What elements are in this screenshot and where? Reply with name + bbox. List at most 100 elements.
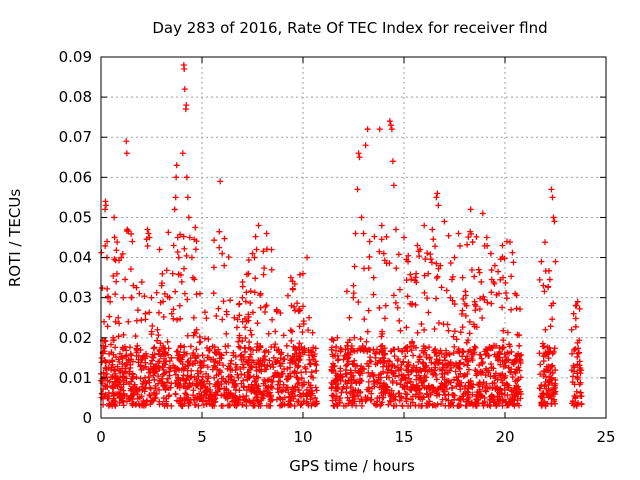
background-data-point: [356, 369, 363, 376]
data-point: [350, 282, 357, 289]
background-data-point: [509, 374, 516, 381]
background-data-point: [466, 330, 473, 337]
background-data-point: [477, 391, 484, 398]
data-point: [156, 246, 163, 253]
background-data-point: [464, 395, 471, 402]
background-data-point: [391, 353, 398, 360]
background-data-point: [399, 348, 406, 355]
background-data-point: [368, 390, 375, 397]
background-data-point: [176, 356, 183, 363]
background-data-point: [105, 402, 112, 409]
background-data-point: [187, 355, 194, 362]
background-data-point: [218, 375, 225, 382]
background-data-point: [402, 344, 409, 351]
background-data-point: [165, 393, 172, 400]
background-data-point: [272, 371, 279, 378]
background-data-point: [143, 353, 150, 360]
background-data-point: [188, 367, 195, 374]
background-data-point: [146, 384, 153, 391]
background-data-point: [543, 385, 550, 392]
background-data-point: [422, 256, 429, 263]
background-data-point: [295, 398, 302, 405]
background-data-point: [432, 402, 439, 409]
background-data-point: [433, 260, 440, 267]
background-data-point: [189, 351, 196, 358]
background-data-point: [210, 290, 217, 297]
background-data-point: [426, 344, 433, 351]
background-data-point: [123, 347, 130, 354]
background-data-point: [251, 389, 258, 396]
background-data-point: [263, 402, 270, 409]
background-data-point: [365, 378, 372, 385]
background-data-point: [296, 323, 303, 330]
background-data-point: [305, 402, 312, 409]
background-data-point: [506, 368, 513, 375]
background-data-point: [210, 362, 217, 369]
background-data-point: [204, 354, 211, 361]
background-data-point: [468, 267, 475, 274]
background-data-point: [137, 363, 144, 370]
background-data-point: [572, 346, 579, 353]
background-data-point: [433, 376, 440, 383]
background-data-point: [126, 344, 133, 351]
y-axis-label: ROTI / TECUs: [6, 189, 24, 287]
background-data-point: [207, 356, 214, 363]
background-data-point: [225, 391, 232, 398]
background-data-point: [468, 230, 475, 237]
background-data-point: [345, 377, 352, 384]
background-data-point: [454, 363, 461, 370]
background-data-point: [167, 384, 174, 391]
background-data-point: [236, 334, 243, 341]
data-point: [334, 334, 341, 341]
background-data-point: [333, 401, 340, 408]
background-data-point: [133, 317, 140, 324]
background-data-point: [248, 384, 255, 391]
background-data-point: [454, 348, 461, 355]
background-data-point: [193, 291, 200, 298]
background-data-point: [476, 379, 483, 386]
background-data-point: [103, 365, 110, 372]
background-data-point: [419, 360, 426, 367]
background-data-point: [500, 344, 507, 351]
background-data-point: [159, 270, 166, 277]
background-data-point: [291, 360, 298, 367]
background-data-point: [343, 371, 350, 378]
background-data-point: [381, 345, 388, 352]
background-data-point: [156, 358, 163, 365]
background-data-point: [147, 385, 154, 392]
background-data-point: [541, 239, 548, 246]
background-data-point: [448, 276, 455, 283]
background-data-point: [463, 402, 470, 409]
background-data-point: [99, 285, 106, 292]
background-data-point: [233, 401, 240, 408]
background-data-point: [221, 393, 228, 400]
data-point: [390, 182, 397, 189]
background-data-point: [436, 391, 443, 398]
background-data-point: [438, 400, 445, 407]
background-data-point: [547, 369, 554, 376]
background-data-point: [472, 303, 479, 310]
data-point: [306, 314, 313, 321]
background-data-point: [163, 267, 170, 274]
background-data-point: [201, 335, 208, 342]
background-data-point: [550, 300, 557, 307]
background-data-point: [193, 376, 200, 383]
x-tick-label: 25: [596, 428, 615, 446]
data-point: [421, 222, 428, 229]
background-data-point: [115, 356, 122, 363]
background-data-point: [433, 274, 440, 281]
background-data-point: [477, 295, 484, 302]
background-data-point: [193, 346, 200, 353]
background-data-point: [497, 256, 504, 263]
background-data-point: [183, 252, 190, 259]
data-point: [433, 194, 440, 201]
background-data-point: [234, 316, 241, 323]
background-data-point: [99, 375, 106, 382]
data-point: [491, 262, 498, 269]
background-data-point: [472, 307, 479, 314]
background-data-point: [116, 391, 123, 398]
background-data-point: [160, 395, 167, 402]
background-data-point: [438, 370, 445, 377]
background-data-point: [147, 368, 154, 375]
background-data-point: [174, 348, 181, 355]
